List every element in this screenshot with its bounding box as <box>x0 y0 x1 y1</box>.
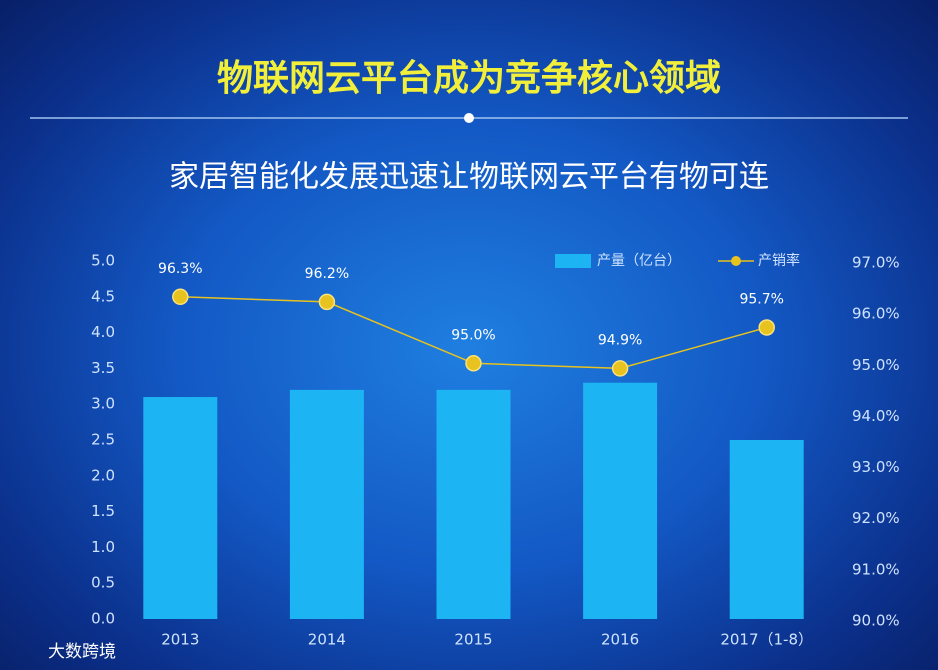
line-point <box>318 293 336 311</box>
chart-title: 物联网云平台成为竞争核心领域 <box>217 58 721 99</box>
bar <box>729 440 804 619</box>
bar <box>436 389 511 619</box>
y2-tick-label: 94.0% <box>852 407 900 425</box>
separator-dot <box>464 113 474 123</box>
bar <box>289 389 364 619</box>
y-tick-label: 0.5 <box>91 574 115 592</box>
y-tick-label: 0.0 <box>91 610 115 628</box>
y-tick-label: 4.0 <box>91 323 115 341</box>
value-label: 96.2% <box>305 266 349 282</box>
bar <box>143 397 218 619</box>
y2-tick-label: 93.0% <box>852 458 900 476</box>
y2-tick-label: 96.0% <box>852 305 900 323</box>
y-tick-label: 3.0 <box>91 395 115 413</box>
legend-label: 产销率 <box>758 252 800 269</box>
x-tick-label: 2014 <box>308 631 346 649</box>
line-point <box>465 355 482 372</box>
y2-tick-label: 92.0% <box>852 509 900 527</box>
x-tick-label: 2013 <box>161 631 199 649</box>
y2-tick-label: 91.0% <box>852 560 900 578</box>
y-tick-label: 4.5 <box>91 287 115 305</box>
y-tick-label: 1.0 <box>91 538 115 556</box>
value-label: 95.0% <box>451 327 495 343</box>
y-tick-label: 3.5 <box>91 359 115 377</box>
watermark: 大数跨境 <box>48 642 116 662</box>
line-point <box>611 360 629 377</box>
x-tick-label: 2016 <box>601 631 639 649</box>
y-tick-label: 5.0 <box>91 252 115 270</box>
y-tick-label: 1.5 <box>91 502 115 520</box>
x-tick-label: 2017（1-8） <box>720 631 813 649</box>
line-point <box>758 319 775 336</box>
y-tick-label: 2.5 <box>91 431 115 449</box>
chart-subtitle: 家居智能化发展迅速让物联网云平台有物可连 <box>169 160 769 195</box>
y-tick-label: 2.0 <box>91 466 115 484</box>
y2-tick-label: 95.0% <box>852 356 900 374</box>
value-label: 94.9% <box>598 332 642 348</box>
y2-tick-label: 90.0% <box>852 612 900 630</box>
legend-swatch <box>555 254 591 268</box>
legend-label: 产量（亿台） <box>597 253 681 269</box>
y2-tick-label: 97.0% <box>852 254 900 272</box>
x-tick-label: 2015 <box>454 631 492 649</box>
value-label: 95.7% <box>739 291 783 307</box>
legend-marker <box>731 256 741 266</box>
line-point <box>172 288 189 306</box>
bar <box>583 382 658 619</box>
value-label: 96.3% <box>158 261 202 277</box>
